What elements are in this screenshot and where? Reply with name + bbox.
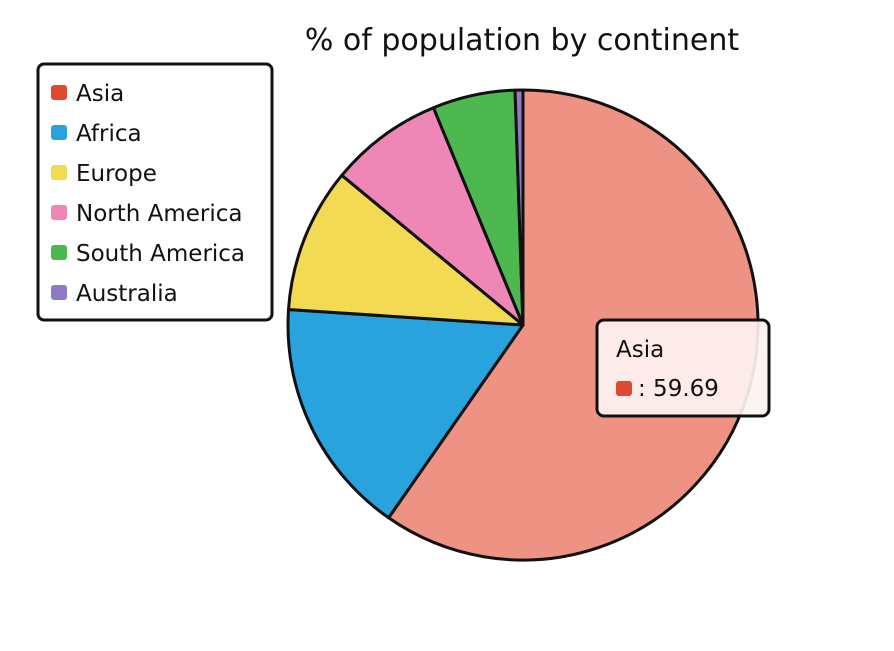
legend: Asia Africa Europe North America South Ameri… (36, 62, 274, 322)
legend-label-australia: Australia (76, 281, 178, 307)
legend-item-north-america[interactable]: North America (51, 201, 243, 227)
legend-item-africa[interactable]: Africa (51, 121, 142, 147)
pie-slice-europe[interactable] (287, 173, 525, 327)
chart-title: % of population by continent (305, 23, 739, 58)
legend-box (36, 62, 274, 322)
tooltip-box (595, 318, 771, 418)
tooltip-value: : 59.69 (638, 376, 719, 402)
legend-label-north-america: North America (76, 201, 243, 227)
legend-swatch-africa (51, 125, 67, 140)
legend-swatch-north-america (51, 205, 67, 220)
legend-label-asia: Asia (76, 81, 124, 107)
tooltip: Asia : 59.69 (595, 318, 771, 418)
legend-swatch-europe (51, 165, 67, 180)
pie-slice-north-america[interactable] (340, 106, 525, 327)
tooltip-swatch (616, 381, 632, 396)
legend-item-europe[interactable]: Europe (51, 161, 157, 187)
legend-swatch-australia (51, 285, 67, 300)
legend-label-europe: Europe (76, 161, 157, 187)
legend-item-south-america[interactable]: South America (51, 241, 245, 267)
legend-label-africa: Africa (76, 121, 142, 147)
tooltip-label: Asia (616, 337, 664, 363)
legend-swatch-asia (51, 85, 67, 100)
pie-slices (286, 88, 760, 562)
pie-slice-australia[interactable] (513, 88, 525, 327)
legend-item-asia[interactable]: Asia (51, 81, 124, 107)
legend-label-south-america: South America (76, 241, 245, 267)
pie-slice-africa[interactable] (286, 308, 525, 520)
legend-swatch-south-america (51, 245, 67, 260)
legend-item-australia[interactable]: Australia (51, 281, 178, 307)
